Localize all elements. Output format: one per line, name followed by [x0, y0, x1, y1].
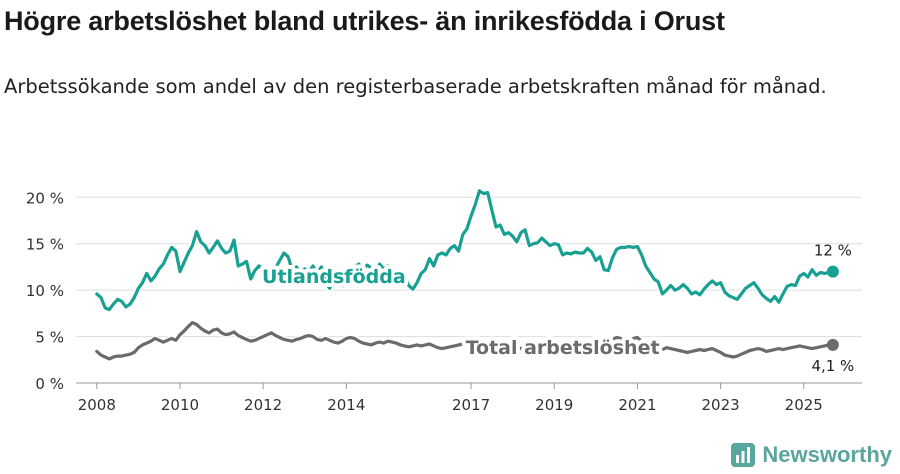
x-tick-label: 2017 — [452, 396, 490, 414]
series-line-total — [95, 321, 835, 361]
y-tick-label: 15 % — [26, 236, 64, 254]
series-end-point — [826, 338, 839, 351]
x-tick-label: 2025 — [785, 396, 823, 414]
x-tick-label: 2021 — [618, 396, 656, 414]
x-tick-label: 2019 — [535, 396, 573, 414]
chart-subtitle: Arbetssökande som andel av den registerb… — [4, 75, 827, 98]
series-end-label: 12 % — [814, 242, 852, 260]
series-name-label: Utlandsfödda — [262, 266, 406, 288]
chart-title: Högre arbetslöshet bland utrikes- än inr… — [4, 6, 725, 36]
x-tick-label: 2008 — [78, 396, 116, 414]
y-tick-label: 0 % — [35, 375, 64, 393]
x-tick-label: 2010 — [161, 396, 199, 414]
series-name-label: Total arbetslöshet — [466, 337, 660, 359]
series-name-halo: Total arbetslöshet — [466, 337, 660, 359]
y-tick-label: 10 % — [26, 282, 64, 300]
newsworthy-logo-icon — [731, 443, 756, 467]
x-tick-label: 2023 — [702, 396, 740, 414]
series-group — [93, 187, 839, 362]
series-line-utlandsfodda — [95, 189, 835, 312]
y-tick-label: 5 % — [35, 329, 64, 347]
y-axis: 0 % 5 % 10 % 15 % 20 % — [26, 189, 64, 393]
y-tick-label: 20 % — [26, 189, 64, 207]
brand-logo: Newsworthy — [730, 442, 892, 468]
brand-name: Newsworthy — [762, 442, 892, 467]
x-tick-label: 2012 — [244, 396, 282, 414]
series-end-label: 4,1 % — [811, 357, 854, 375]
x-tick-label: 2014 — [327, 396, 365, 414]
series-name-halo: Utlandsfödda — [262, 266, 406, 288]
x-axis: 2008 2010 2012 2014 2017 2019 2021 2023 2025 — [78, 383, 823, 414]
series-end-point — [826, 265, 839, 278]
